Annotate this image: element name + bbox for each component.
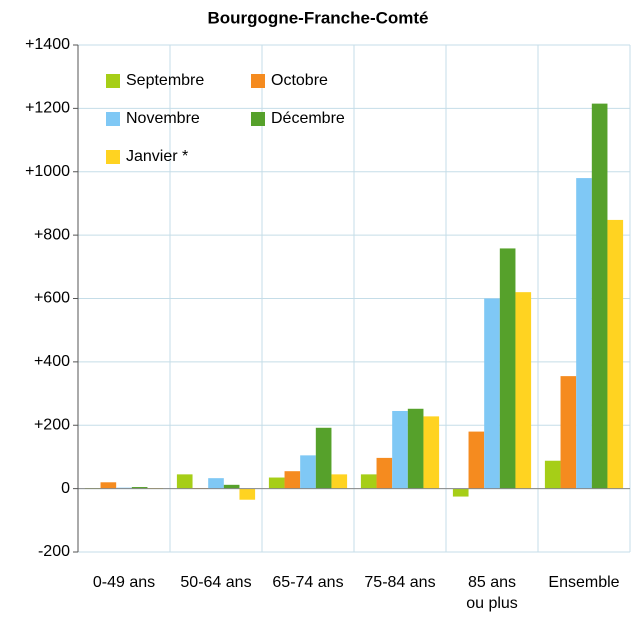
legend-label: Janvier *	[126, 148, 188, 165]
x-tick-label: Ensemble	[548, 574, 620, 591]
y-tick-label: +1000	[25, 163, 70, 180]
bar	[131, 487, 148, 489]
y-tick-label: +800	[34, 226, 70, 243]
y-tick-label: +1400	[25, 36, 70, 53]
legend-label: Décembre	[271, 110, 345, 127]
bar	[560, 376, 577, 489]
bar	[315, 427, 332, 489]
y-tick-label: +200	[34, 416, 70, 433]
bar	[239, 488, 256, 500]
legend-label: Novembre	[126, 110, 200, 127]
y-tick-label: +600	[34, 290, 70, 307]
x-tick-label: 65-74 ans	[272, 574, 344, 591]
legend-swatch	[106, 112, 120, 126]
bar	[591, 103, 608, 489]
bar	[300, 455, 316, 489]
chart-title: Bourgogne-Franche-Comté	[208, 8, 429, 27]
bar	[331, 474, 348, 489]
bar	[223, 484, 240, 489]
y-tick-label: +1200	[25, 100, 70, 117]
x-tick-label: 50-64 ans	[180, 574, 252, 591]
y-tick-label: +400	[34, 353, 70, 370]
bar	[376, 457, 393, 489]
bar	[284, 471, 301, 489]
legend-label: Octobre	[271, 72, 328, 89]
bar	[100, 482, 117, 489]
legend-swatch	[106, 150, 120, 164]
legend-swatch	[106, 74, 120, 88]
bar	[176, 474, 193, 489]
y-tick-label: -200	[38, 543, 70, 560]
y-tick-label: 0	[61, 480, 70, 497]
legend-swatch	[251, 112, 265, 126]
bar	[576, 178, 592, 489]
bar	[360, 474, 377, 489]
bar	[208, 478, 224, 489]
bar	[544, 460, 561, 489]
bar	[607, 219, 624, 489]
bar	[468, 431, 485, 489]
x-tick-label: 75-84 ans	[364, 574, 436, 591]
legend-swatch	[251, 74, 265, 88]
bar	[392, 410, 408, 489]
bar	[407, 408, 424, 489]
x-tick-label: 0-49 ans	[92, 574, 156, 591]
legend-label: Septembre	[126, 72, 204, 89]
x-tick-label: 85 ans ou plus	[466, 574, 518, 612]
bar	[423, 416, 440, 489]
bar	[499, 248, 516, 489]
bar	[484, 298, 500, 489]
bar	[452, 488, 469, 497]
bar	[515, 292, 532, 489]
bar	[268, 477, 285, 489]
